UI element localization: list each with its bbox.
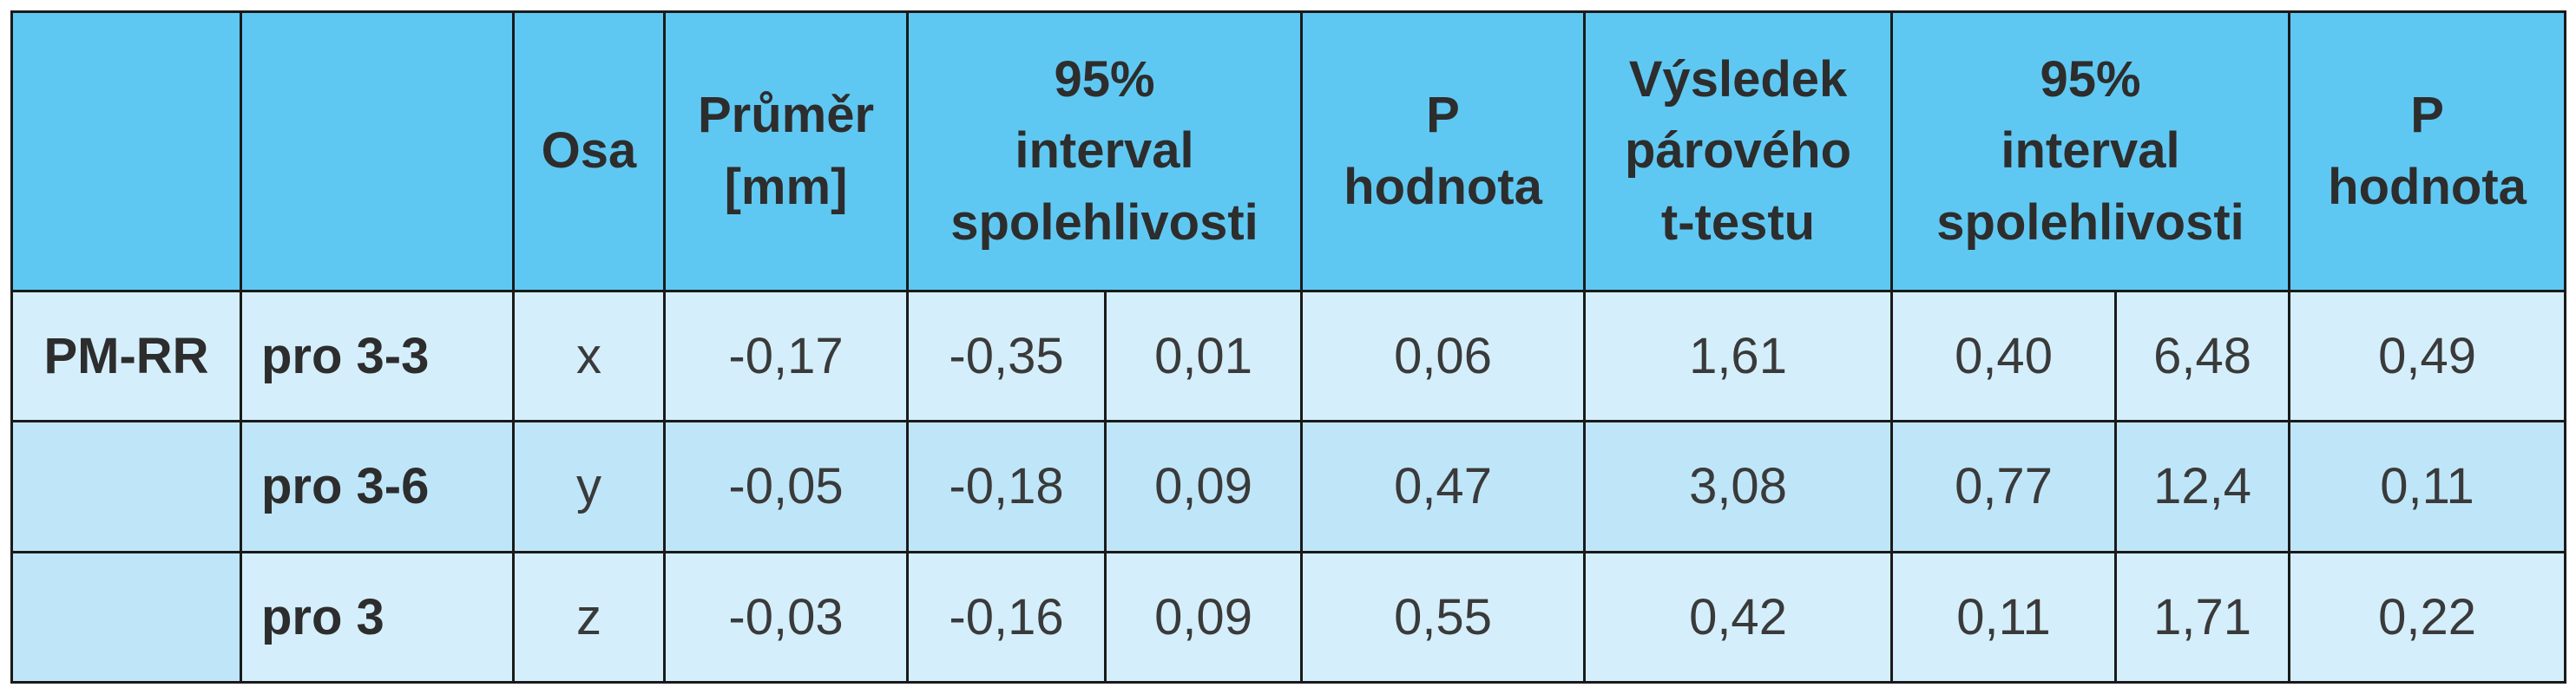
cell-p2: 0,22 xyxy=(2288,550,2567,684)
header-ci2-line3: spolehlivosti xyxy=(1936,193,2244,251)
header-vysledek-line2: párového xyxy=(1624,122,1852,180)
header-vysledek: Výsledek párového t-testu xyxy=(1583,10,1894,292)
table-row: pro 3-6 y -0,05 -0,18 0,09 0,47 3,08 0,7… xyxy=(10,420,2567,553)
cell-ci2-lo: 0,40 xyxy=(1890,289,2118,423)
row-group xyxy=(10,550,242,684)
cell-osa: y xyxy=(512,420,666,553)
cell-vysledek: 1,61 xyxy=(1583,289,1894,423)
cell-ci1-lo: -0,35 xyxy=(906,289,1107,423)
cell-vysledek: 0,42 xyxy=(1583,550,1894,684)
header-ci1-line2: interval xyxy=(1015,122,1194,180)
header-prumer-line1: Průměr xyxy=(697,87,875,144)
cell-p2: 0,11 xyxy=(2288,420,2567,553)
header-vysledek-line3: t-testu xyxy=(1660,193,1816,251)
header-p2: P hodnota xyxy=(2288,10,2567,292)
cell-ci1-hi: 0,09 xyxy=(1103,420,1304,553)
header-p2-line1: P xyxy=(2410,87,2444,144)
cell-ci1-hi: 0,01 xyxy=(1103,289,1304,423)
header-ci2: 95% interval spolehlivosti xyxy=(1890,10,2291,292)
header-row: Osa Průměr [mm] 95% interval spolehlivos… xyxy=(10,10,2567,292)
header-ci1-line3: spolehlivosti xyxy=(950,193,1258,251)
cell-p1: 0,47 xyxy=(1300,420,1587,553)
header-ci1: 95% interval spolehlivosti xyxy=(905,10,1304,292)
cell-ci2-hi: 1,71 xyxy=(2114,550,2291,684)
statistics-table: Osa Průměr [mm] 95% interval spolehlivos… xyxy=(10,10,2567,684)
cell-p2: 0,49 xyxy=(2288,289,2567,423)
cell-prumer: -0,05 xyxy=(663,420,909,553)
header-vysledek-line1: Výsledek xyxy=(1628,50,1848,108)
header-ci2-line1: 95% xyxy=(2040,50,2141,108)
header-ci2-line2: interval xyxy=(2001,122,2180,180)
cell-ci2-lo: 0,77 xyxy=(1890,420,2118,553)
row-label: pro 3 xyxy=(240,550,515,684)
header-ci1-line1: 95% xyxy=(1054,50,1155,108)
row-label: pro 3-3 xyxy=(240,289,515,423)
cell-ci1-hi: 0,09 xyxy=(1103,550,1304,684)
header-empty-2 xyxy=(240,10,515,292)
cell-ci1-lo: -0,18 xyxy=(906,420,1107,553)
header-empty-1 xyxy=(10,10,242,292)
cell-p1: 0,06 xyxy=(1300,289,1587,423)
cell-vysledek: 3,08 xyxy=(1583,420,1894,553)
table-row: PM-RR pro 3-3 x -0,17 -0,35 0,01 0,06 1,… xyxy=(10,289,2567,423)
row-group xyxy=(10,420,242,553)
header-prumer: Průměr [mm] xyxy=(663,10,909,292)
header-p1-line1: P xyxy=(1426,87,1460,144)
table-row: pro 3 z -0,03 -0,16 0,09 0,55 0,42 0,11 … xyxy=(10,550,2567,684)
cell-ci2-lo: 0,11 xyxy=(1890,550,2118,684)
cell-prumer: -0,17 xyxy=(663,289,909,423)
cell-prumer: -0,03 xyxy=(663,550,909,684)
cell-osa: z xyxy=(512,550,666,684)
cell-osa: x xyxy=(512,289,666,423)
header-p1: P hodnota xyxy=(1300,10,1587,292)
cell-ci2-hi: 12,4 xyxy=(2114,420,2291,553)
header-p2-line2: hodnota xyxy=(2328,158,2527,215)
cell-ci2-hi: 6,48 xyxy=(2114,289,2291,423)
row-label: pro 3-6 xyxy=(240,420,515,553)
row-group: PM-RR xyxy=(10,289,242,423)
header-prumer-line2: [mm] xyxy=(724,158,848,215)
header-p1-line2: hodnota xyxy=(1344,158,1542,215)
cell-ci1-lo: -0,16 xyxy=(906,550,1107,684)
cell-p1: 0,55 xyxy=(1300,550,1587,684)
header-osa: Osa xyxy=(512,10,666,292)
